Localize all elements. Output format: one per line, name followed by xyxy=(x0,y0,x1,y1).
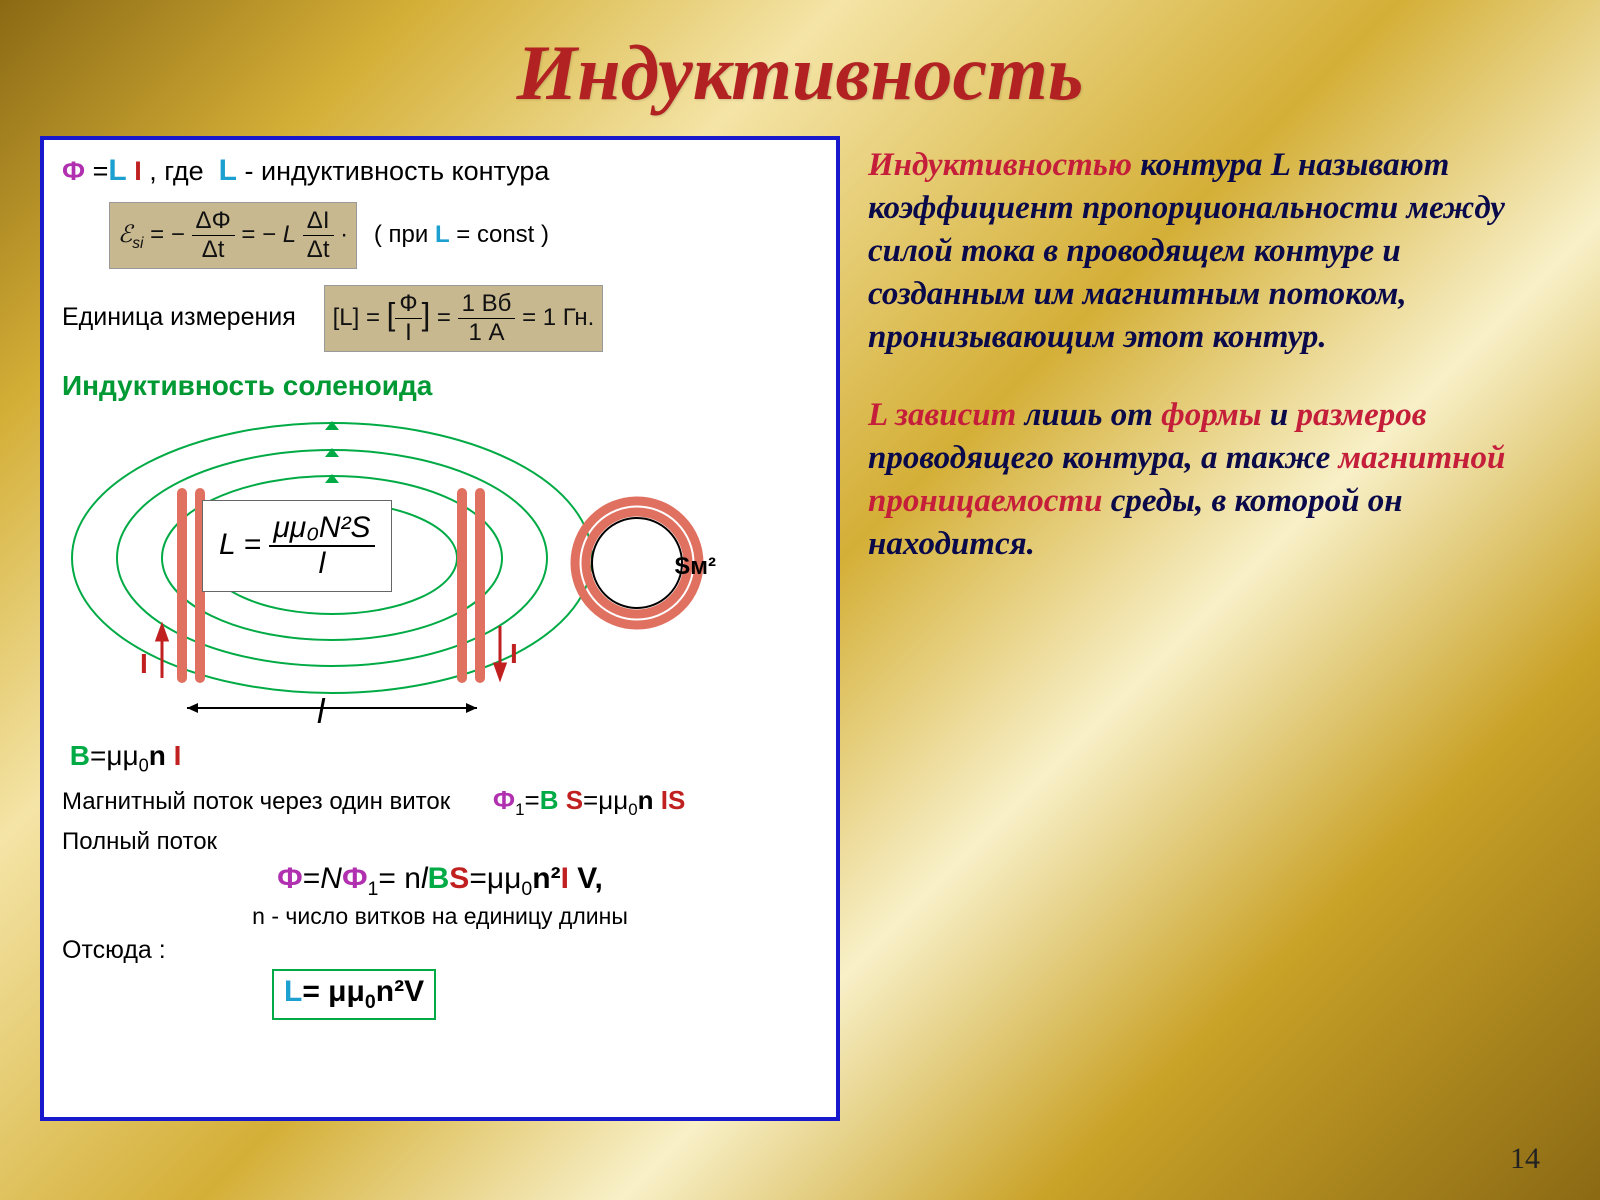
unit-val-num: 1 Вб xyxy=(458,290,516,319)
unit-frac-den: I xyxy=(395,319,421,347)
def-word-inductance: Индуктивностью xyxy=(868,147,1132,183)
emf-frac1-num: ΔΦ xyxy=(192,207,235,236)
unit-frac-num: Ф xyxy=(395,290,421,319)
I-symbol: I xyxy=(134,156,142,186)
slide-title: Индуктивность xyxy=(0,0,1600,136)
unit-formula-box: [L] = [ФI] = 1 Вб1 А = 1 Гн. xyxy=(324,285,604,352)
unit-row: Единица измерения [L] = [ФI] = 1 Вб1 А =… xyxy=(62,285,818,352)
const-note: ( при L = const ) xyxy=(374,221,549,248)
B-equation: B=μμ0n I xyxy=(62,740,818,777)
emf-formula-box: ℰsi = − ΔΦΔt = − L ΔIΔt · xyxy=(109,202,357,269)
definition-paragraph-1: Индуктивностью контура L называют коэффи… xyxy=(868,144,1560,358)
def-word-size: размеров xyxy=(1296,397,1426,433)
solenoid-heading: Индуктивность соленоида xyxy=(62,370,818,402)
sol-den: l xyxy=(269,547,374,581)
where-text: , где xyxy=(149,156,203,186)
emf-symbol: ℰ xyxy=(118,221,133,248)
note-L: L xyxy=(435,221,450,248)
emf-frac1-den: Δt xyxy=(192,236,235,264)
area-label: Sм² xyxy=(674,553,716,581)
content-row: Ф =L I , где L - индуктивность контура ℰ… xyxy=(0,136,1600,1121)
definition-sidebar: Индуктивностью контура L называют коэффи… xyxy=(868,136,1560,1121)
n-definition: n - число витков на единицу длины xyxy=(62,903,818,930)
final-formula-box: L= μμ0n²V xyxy=(272,969,436,1020)
full-flux-equation: Ф=NФ1= nlBS=μμ0n²I V, xyxy=(62,862,818,901)
def-word-shape: формы xyxy=(1161,397,1261,433)
therefore-text: Отсюда : xyxy=(62,936,818,965)
L-symbol-2: L xyxy=(219,154,237,187)
def-word-depends: L зависит xyxy=(868,397,1016,433)
phi1-equation: Ф1=B S=μμ0n IS xyxy=(493,785,685,815)
current-label-right: I xyxy=(510,638,518,670)
emf-subscript: si xyxy=(132,235,143,252)
full-flux-text: Полный поток xyxy=(62,828,818,856)
unit-result: = 1 Гн. xyxy=(522,304,594,331)
L-symbol: L xyxy=(108,154,126,187)
solenoid-diagram: L = μμ₀N²S l l I I Sм² xyxy=(62,408,818,738)
unit-label: Единица измерения xyxy=(62,303,296,331)
emf-frac2-num: ΔI xyxy=(303,207,334,236)
inductance-def-text: - индуктивность контура xyxy=(245,156,550,186)
phi-symbol: Ф xyxy=(62,156,85,186)
sol-num: μμ₀N²S xyxy=(269,511,374,547)
current-label-left: I xyxy=(140,648,148,680)
length-label: l xyxy=(317,693,325,732)
flux-single-text: Магнитный поток через один виток Ф1=B S=… xyxy=(62,785,818,820)
flux-definition-line: Ф =L I , где L - индуктивность контура xyxy=(62,154,818,188)
unit-val-den: 1 А xyxy=(458,319,516,347)
bracket-L: [L] xyxy=(333,304,360,331)
solenoid-L-formula: L = μμ₀N²S l xyxy=(202,500,392,592)
definition-paragraph-2: L зависит лишь от формы и размеров прово… xyxy=(868,394,1560,566)
emf-frac2-den: Δt xyxy=(303,236,334,264)
emf-equation-row: ℰsi = − ΔΦΔt = − L ΔIΔt · ( при L = cons… xyxy=(62,202,818,269)
B-sym: B xyxy=(70,740,90,771)
emf-L: L xyxy=(283,221,296,248)
formula-panel: Ф =L I , где L - индуктивность контура ℰ… xyxy=(40,136,840,1121)
page-number: 14 xyxy=(1510,1142,1540,1176)
eq-sign: = xyxy=(93,156,109,186)
